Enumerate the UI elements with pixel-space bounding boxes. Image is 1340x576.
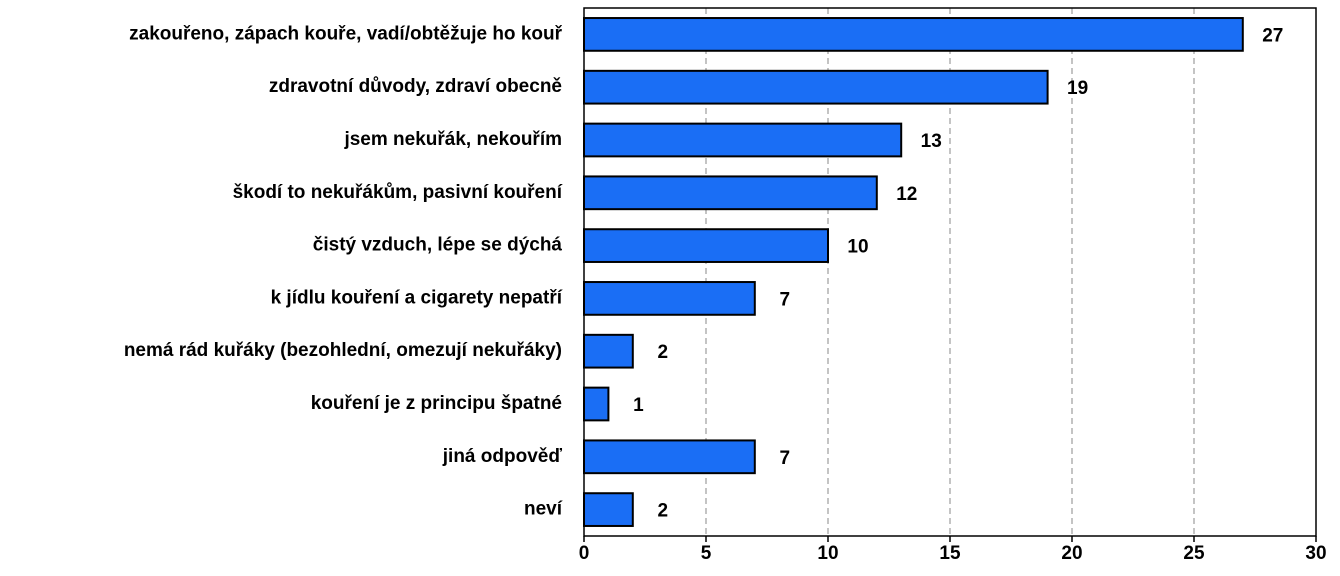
- plot-frame: [583, 7, 1317, 537]
- bar: [583, 439, 756, 475]
- y-tick-label: zdravotní důvody, zdraví obecně: [269, 76, 562, 97]
- value-label: 10: [847, 237, 868, 258]
- y-tick-label: nemá rád kuřáky (bezohlední, omezují nek…: [124, 340, 562, 361]
- value-label: 19: [1067, 78, 1088, 99]
- x-tick-label: 30: [1305, 543, 1326, 564]
- bar: [583, 281, 756, 316]
- value-label: 13: [921, 131, 942, 152]
- bar: [583, 69, 1049, 105]
- y-tick-label: kouření je z principu špatné: [311, 393, 562, 414]
- bar: [583, 228, 829, 263]
- value-label: 27: [1262, 25, 1283, 46]
- y-tick-label: zakouřeno, zápach kouře, vadí/obtěžuje h…: [129, 23, 562, 44]
- y-tick-label: škodí to nekuřákům, pasivní kouření: [233, 182, 563, 203]
- value-label: 7: [780, 448, 791, 469]
- bar: [583, 17, 1244, 52]
- bar: [583, 175, 878, 211]
- value-label: 7: [780, 289, 791, 310]
- x-tick-label: 25: [1183, 543, 1205, 564]
- x-tick-label: 10: [817, 543, 838, 564]
- bar: [583, 492, 634, 527]
- bar: [583, 122, 903, 158]
- bar: [583, 386, 610, 422]
- y-tick-label: jiná odpověď: [442, 446, 563, 467]
- bar: [583, 333, 634, 369]
- x-tick-label: 0: [579, 543, 590, 564]
- x-tick-label: 20: [1061, 543, 1082, 564]
- x-tick-label: 5: [701, 543, 712, 564]
- y-tick-label: neví: [524, 499, 563, 520]
- x-tick-label: 15: [939, 543, 961, 564]
- value-label: 2: [658, 501, 669, 522]
- y-tick-label: k jídlu kouření a cigarety nepatří: [271, 287, 563, 308]
- y-tick-label: čistý vzduch, lépe se dýchá: [313, 235, 563, 256]
- value-label: 2: [658, 342, 669, 363]
- value-label: 12: [896, 184, 917, 205]
- y-tick-label: jsem nekuřák, nekouřím: [343, 129, 562, 150]
- value-label: 1: [633, 395, 644, 416]
